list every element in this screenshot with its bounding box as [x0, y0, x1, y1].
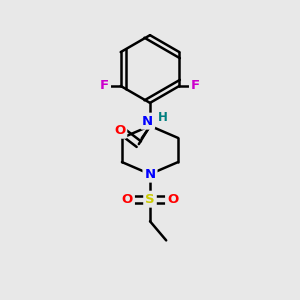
- Text: F: F: [191, 80, 200, 92]
- Text: N: N: [144, 168, 156, 181]
- Text: S: S: [145, 193, 155, 206]
- Text: O: O: [167, 193, 178, 206]
- Text: O: O: [122, 193, 133, 206]
- Text: O: O: [114, 124, 125, 137]
- Text: N: N: [142, 115, 153, 128]
- Text: H: H: [158, 111, 167, 124]
- Text: F: F: [100, 80, 109, 92]
